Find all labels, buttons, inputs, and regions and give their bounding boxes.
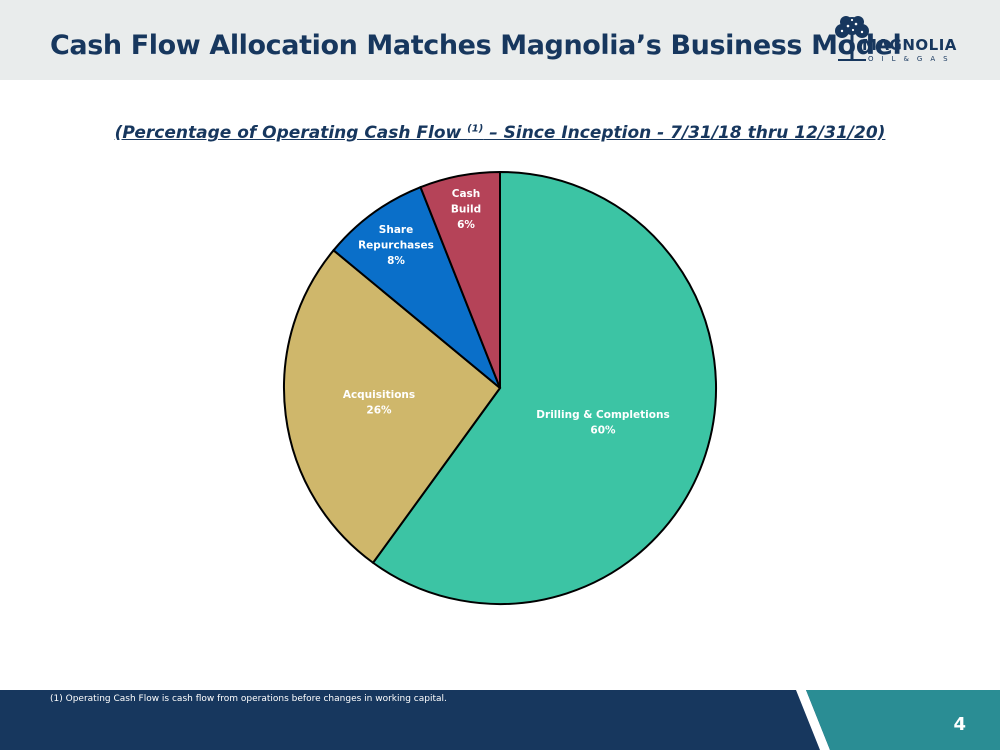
page-number: 4 [953, 714, 966, 735]
chart-subtitle: (Percentage of Operating Cash Flow (1) –… [0, 123, 1000, 143]
footnote: (1) Operating Cash Flow is cash flow fro… [50, 694, 447, 704]
pie-slice-3 [419, 170, 501, 389]
slice-category-label-0: Drilling & Completions [536, 409, 669, 421]
slice-category-label-2: Repurchases [358, 240, 434, 252]
slice-value-label-2: 8% [387, 255, 405, 267]
slice-category-label-1: Acquisitions [343, 389, 415, 401]
chart-subtitle-rest: – Since Inception - 7/31/18 thru 12/31/2… [483, 123, 886, 143]
slice-category-label-2: Share [379, 224, 413, 236]
slice-category-label-3: Cash [452, 188, 481, 200]
pie-chart: Drilling & Completions 60% Acquisitions 26%… [283, 170, 717, 605]
magnolia-tree-icon [835, 16, 869, 61]
slice-value-label-3: 6% [457, 219, 475, 231]
page-title: Cash Flow Allocation Matches Magnolia’s … [50, 30, 902, 61]
pie-slice-0 [371, 170, 717, 605]
magnolia-logo: MAGNOLIA OIL&GAS [832, 14, 972, 66]
slice-category-label-3: Build [451, 204, 481, 216]
slice-value-label-1: 26% [366, 405, 392, 417]
pie-slice-2 [332, 185, 501, 389]
header-band [0, 0, 1000, 80]
chart-subtitle-footnote-ref: (1) [467, 123, 484, 135]
chart-subtitle-main: (Percentage of Operating Cash Flow [114, 123, 468, 143]
footer-band [0, 690, 1000, 750]
pie-slice-1 [283, 248, 502, 565]
logo-subtext: OIL&GAS [868, 55, 956, 63]
footer-teal-accent [796, 690, 1000, 750]
logo-wordmark: MAGNOLIA [862, 36, 957, 54]
slice-value-label-0: 60% [590, 425, 616, 437]
